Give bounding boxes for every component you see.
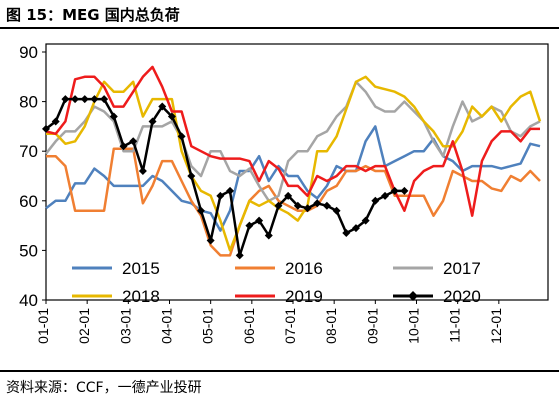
series-point-2020 [216, 191, 225, 200]
series-point-2020 [71, 95, 80, 104]
series-point-2020 [390, 186, 399, 195]
x-tick-label: 01-01 [35, 308, 51, 344]
y-axis: 40 50 60 70 80 90 [19, 43, 46, 310]
x-tick-label: 07-01 [282, 308, 298, 344]
series-point-2020 [109, 112, 118, 121]
series-point-2020 [158, 102, 167, 111]
series-point-2020 [284, 191, 293, 200]
series-point-2020 [138, 167, 147, 176]
series-point-2020 [371, 196, 380, 205]
x-tick-label: 03-01 [117, 308, 133, 344]
x-tick-label: 12-01 [488, 308, 504, 344]
chart-title: 图 15：MEG 国内总负荷 [6, 6, 180, 24]
series-point-2020 [61, 95, 70, 104]
footer-rule [0, 370, 559, 372]
source-note: 资料来源：CCF，一德产业投研 [6, 380, 202, 396]
plot-frame [45, 43, 549, 301]
y-tick-label: 90 [19, 43, 38, 62]
series-point-2020 [148, 117, 157, 126]
series-point-2020 [264, 231, 273, 240]
legend-label: 2016 [285, 259, 323, 278]
x-axis: 01-01 02-01 03-01 04-01 05-01 06-01 07-01 08-01… [35, 300, 504, 344]
series-line-2017 [45, 80, 541, 203]
x-tick-label: 05-01 [200, 308, 216, 344]
plot-border [45, 43, 549, 301]
series-point-2020 [119, 142, 128, 151]
series-line-2019 [45, 65, 540, 217]
series-line-2020 [45, 97, 405, 257]
series-point-2020 [322, 201, 331, 210]
legend-item-2015: 2015 [72, 259, 160, 278]
legend-item-2016: 2016 [235, 259, 323, 278]
y-tick-label: 60 [19, 192, 38, 211]
y-tick-label: 40 [19, 291, 38, 310]
series-point-2020 [361, 216, 370, 225]
x-tick-label: 06-01 [241, 308, 257, 344]
header-rule [0, 27, 559, 29]
series-point-2020 [167, 112, 176, 121]
x-tick-label: 10-01 [406, 308, 422, 344]
series-point-2020 [303, 204, 312, 213]
series-point-2020 [129, 137, 138, 146]
series-point-2020 [351, 224, 360, 233]
series-point-2020 [100, 95, 109, 104]
series-point-2020 [51, 117, 60, 126]
x-tick-label: 09-01 [364, 308, 380, 344]
series-line-2016 [46, 147, 541, 257]
series-point-2020 [90, 95, 99, 104]
series-point-2020 [187, 172, 196, 180]
series-layer [42, 65, 542, 260]
series-point-2020 [332, 206, 341, 215]
series-point-2020 [400, 186, 409, 195]
series-point-2020 [245, 221, 254, 230]
legend-label: 2018 [122, 287, 160, 306]
series-point-2020 [293, 201, 302, 210]
legend-marker [408, 291, 418, 301]
x-tick-label: 08-01 [323, 308, 339, 344]
series-line-2018 [46, 75, 542, 252]
legend-item-2020: 2020 [393, 287, 481, 306]
legend-label: 2020 [443, 287, 481, 306]
legend-item-2019: 2019 [235, 287, 323, 306]
legend-item-2017: 2017 [393, 259, 481, 278]
series-point-2020 [177, 132, 186, 141]
series-point-2020 [235, 251, 244, 260]
legend-label: 2019 [285, 287, 323, 306]
series-point-2020 [80, 95, 89, 104]
series-point-2020 [226, 186, 235, 195]
x-tick-label: 11-01 [447, 308, 463, 343]
y-tick-label: 50 [19, 241, 38, 260]
series-line-2015 [45, 125, 541, 232]
series-point-2020 [206, 236, 215, 245]
series-point-2020 [342, 229, 351, 238]
legend: 2015 2016 2017 2018 2019 2020 [72, 259, 481, 306]
series-point-2020 [313, 199, 322, 208]
legend-item-2018: 2018 [72, 287, 160, 306]
legend-label: 2017 [443, 259, 481, 278]
series-point-2020 [381, 191, 390, 200]
y-tick-label: 70 [19, 142, 38, 161]
series-point-2020 [274, 201, 283, 210]
legend-label: 2015 [122, 259, 160, 278]
y-tick-label: 80 [19, 93, 38, 112]
series-point-2020 [255, 216, 264, 225]
x-tick-label: 04-01 [159, 308, 175, 344]
series-point-2020 [196, 206, 205, 215]
x-tick-label: 02-01 [76, 308, 92, 344]
series-point-2020 [42, 124, 50, 133]
